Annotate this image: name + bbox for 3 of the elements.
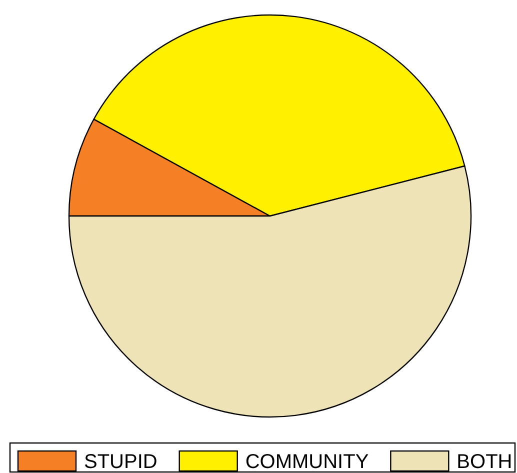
- legend-label: BOTH: [456, 451, 512, 473]
- legend-label: STUPID: [84, 451, 158, 473]
- legend-label: COMMUNITY: [245, 451, 369, 473]
